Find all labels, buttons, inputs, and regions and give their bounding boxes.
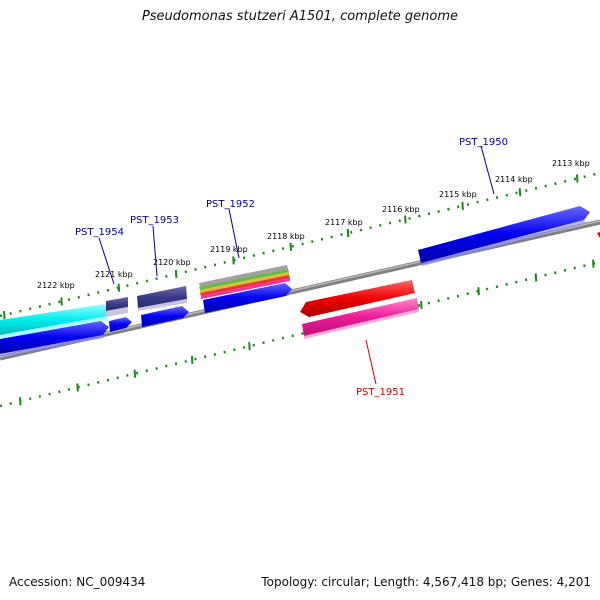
accession-text: Accession: NC_009434 xyxy=(9,575,146,589)
gene-arrow-pst-1952-stack[interactable] xyxy=(201,278,290,299)
ruler-tick xyxy=(3,310,6,320)
ruler-tick xyxy=(592,259,595,268)
gene-label-pst-1953[interactable]: PST_1953 xyxy=(130,215,179,226)
gene-arrow-blue-mid[interactable] xyxy=(141,306,189,327)
kbp-label: 2116 kbp xyxy=(382,205,420,214)
gene-features[interactable] xyxy=(0,206,600,357)
upper-ruler xyxy=(0,171,600,320)
gene-arrow-pst-1952[interactable] xyxy=(203,283,292,313)
gene-arrow-partial[interactable] xyxy=(597,232,600,238)
ruler-tick xyxy=(117,283,121,292)
ruler-tick xyxy=(518,188,522,197)
genome-title: Pseudomonas stutzeri A1501, complete gen… xyxy=(141,9,459,24)
ruler-tick xyxy=(248,342,251,351)
callout-line xyxy=(480,145,495,195)
ruler-tick xyxy=(289,242,292,251)
callout-line xyxy=(228,208,240,259)
kbp-label: 2118 kbp xyxy=(267,232,305,241)
ruler-tick xyxy=(19,397,22,406)
ruler-tick xyxy=(404,215,407,224)
gene-arrow-pst-1951[interactable] xyxy=(300,280,415,317)
callout-line xyxy=(152,225,158,277)
ruler-tick xyxy=(346,229,350,238)
ruler-tick xyxy=(133,369,137,378)
gene-arrow-cyan[interactable] xyxy=(0,304,108,335)
gene-arrow-pink[interactable] xyxy=(302,298,419,336)
kbp-label: 2117 kbp xyxy=(325,218,363,227)
gene-arrow-blue-left[interactable] xyxy=(0,321,109,354)
ruler-tick xyxy=(420,300,423,309)
topology-text: Topology: circular; Length: 4,567,418 bp… xyxy=(261,575,591,589)
kbp-labels: 2113 kbp 2114 kbp 2115 kbp 2116 kbp 2117… xyxy=(37,159,590,290)
gene-arrow-small-blue[interactable] xyxy=(109,317,132,332)
gene-label-pst-1952[interactable]: PST_1952 xyxy=(206,199,255,210)
ruler-tick xyxy=(461,201,464,210)
gene-arrow-pst-1954[interactable] xyxy=(106,297,128,311)
kbp-label: 2120 kbp xyxy=(153,258,191,267)
kbp-label: 2113 kbp xyxy=(552,159,590,168)
ruler-tick xyxy=(60,297,63,306)
ruler-tick xyxy=(477,287,480,296)
gene-label-pst-1950[interactable]: PST_1950 xyxy=(459,137,508,148)
ruler-tick xyxy=(534,273,538,282)
gene-label-pst-1954[interactable]: PST_1954 xyxy=(75,227,124,238)
ruler-tick xyxy=(232,256,235,265)
kbp-label: 2115 kbp xyxy=(439,190,477,199)
kbp-label: 2121 kbp xyxy=(95,270,133,279)
kbp-label: 2114 kbp xyxy=(495,175,533,184)
ruler-tick xyxy=(190,355,194,365)
gene-arrow-pst-1950[interactable] xyxy=(418,206,590,263)
ruler-tick xyxy=(76,383,79,392)
ruler-tick xyxy=(576,174,579,183)
gene-arrow-pst-1953[interactable] xyxy=(137,286,187,308)
kbp-label: 2122 kbp xyxy=(37,281,75,290)
ruler-tick xyxy=(174,270,178,279)
gene-label-pst-1951[interactable]: PST_1951 xyxy=(356,387,405,398)
kbp-label: 2119 kbp xyxy=(210,245,248,254)
callout-line xyxy=(365,339,377,385)
callout-line xyxy=(98,237,115,285)
